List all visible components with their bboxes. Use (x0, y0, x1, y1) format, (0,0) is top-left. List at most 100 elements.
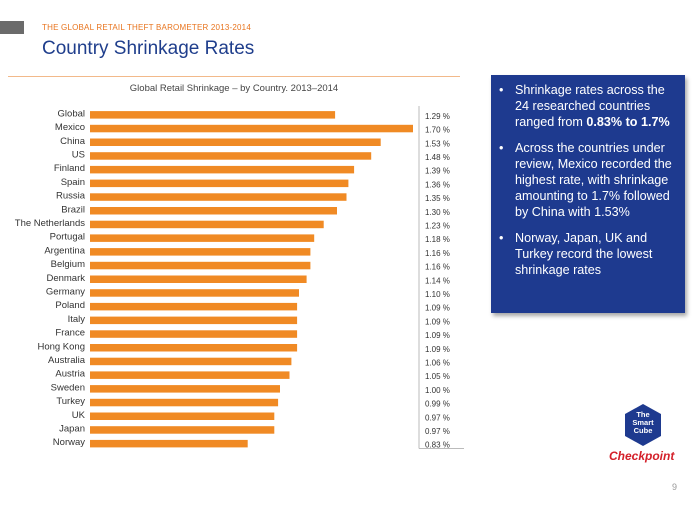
category-label: Japan (59, 423, 85, 434)
category-label: Turkey (56, 396, 85, 407)
bar-sweden (90, 385, 280, 393)
value-label: 1.48 % (425, 153, 450, 162)
value-label: 1.30 % (425, 208, 450, 217)
bullet-text: Across the countries under review, Mexic… (515, 141, 672, 219)
summary-bullet-2: • Across the countries under review, Mexi… (499, 140, 675, 220)
value-label: 1.16 % (425, 263, 450, 272)
value-label: 1.09 % (425, 304, 450, 313)
bullet-dot: • (499, 83, 504, 97)
bar-chart-svg: Global 1.29 % Mexico 1.70 % China 1.53 % US 1.4… (15, 106, 464, 450)
value-label: 1.70 % (425, 126, 450, 135)
value-label: 1.18 % (425, 235, 450, 244)
category-label: Brazil (61, 204, 85, 215)
category-label: Belgium (51, 259, 85, 270)
bar-argentina (90, 248, 311, 256)
logo-line: Smart (632, 418, 654, 427)
value-label: 1.14 % (425, 276, 450, 285)
logo-line: The (636, 410, 650, 419)
category-label: Finland (54, 163, 85, 174)
bar-germany (90, 289, 299, 297)
page-number: 9 (672, 482, 678, 492)
category-label: The Netherlands (15, 218, 85, 229)
value-label: 0.99 % (425, 400, 450, 409)
value-label: 1.05 % (425, 372, 450, 381)
bar-italy (90, 316, 298, 325)
bar-chart: Global 1.29 % Mexico 1.70 % China 1.53 % US 1.4… (8, 98, 464, 454)
category-label: France (55, 328, 85, 339)
value-label: 1.06 % (425, 358, 450, 367)
value-label: 1.10 % (425, 290, 450, 299)
bar-australia (90, 357, 292, 366)
category-label: US (72, 149, 85, 160)
category-label: Russia (56, 191, 86, 202)
summary-panel: • Shrinkage rates across the 24 researche… (491, 75, 685, 313)
value-label: 1.00 % (425, 386, 450, 395)
bullet-dot: • (499, 141, 504, 155)
category-label: Germany (46, 286, 85, 297)
bar-global (90, 111, 336, 119)
chart-title: Global Retail Shrinkage – by Country. 20… (129, 83, 339, 94)
category-label: Sweden (51, 382, 85, 393)
bar-japan (90, 426, 275, 434)
category-label: Denmark (46, 273, 85, 284)
bar-norway (90, 439, 248, 448)
bar-mexico (90, 124, 413, 133)
bar-the-netherlands (90, 220, 324, 229)
summary-bullet-1: • Shrinkage rates across the 24 researche… (499, 82, 675, 130)
bar-turkey (90, 398, 279, 407)
bar-spain (90, 179, 349, 188)
value-label: 1.23 % (425, 221, 450, 230)
category-label: Global (58, 108, 85, 119)
header-accent-bar (0, 21, 24, 34)
category-label: Poland (55, 300, 85, 311)
bar-china (90, 138, 381, 146)
value-label: 1.09 % (425, 317, 450, 326)
value-label: 0.97 % (425, 413, 450, 422)
bar-poland (90, 302, 298, 311)
bar-russia (90, 193, 347, 201)
bullet-text: Norway, Japan, UK and Turkey record the … (515, 231, 653, 277)
category-label: Spain (61, 177, 85, 188)
value-label: 1.53 % (425, 139, 450, 148)
category-label: Hong Kong (37, 341, 85, 352)
bar-denmark (90, 275, 307, 283)
category-label: UK (72, 410, 86, 421)
value-label: 1.09 % (425, 331, 450, 340)
bullet-text: Shrinkage rates across the 24 researched… (515, 83, 665, 129)
smart-cube-logo (625, 404, 661, 446)
category-label: Argentina (44, 245, 85, 256)
value-label: 0.83 % (425, 441, 450, 450)
checkpoint-logo: Checkpoint (609, 449, 675, 463)
bar-portugal (90, 234, 315, 242)
bar-france (90, 330, 298, 338)
bar-hong-kong (90, 344, 298, 352)
value-label: 1.29 % (425, 112, 450, 121)
category-label: China (60, 136, 86, 147)
bar-brazil (90, 207, 337, 215)
value-label: 1.09 % (425, 345, 450, 354)
bar-austria (90, 371, 290, 379)
summary-bullets: • Shrinkage rates across the 24 researche… (491, 75, 685, 278)
category-label: Italy (68, 314, 86, 325)
chart-top-rule (8, 76, 460, 77)
logo-line: Cube (633, 426, 653, 435)
bar-uk (90, 412, 275, 420)
bullet-bold: 0.83% to 1.7% (586, 115, 670, 129)
value-label: 1.39 % (425, 167, 450, 176)
header-kicker: THE GLOBAL RETAIL THEFT BAROMETER 2013-2… (42, 23, 251, 32)
category-label: Mexico (55, 122, 85, 133)
value-label: 1.16 % (425, 249, 450, 258)
category-label: Portugal (50, 232, 85, 243)
category-label: Norway (53, 437, 85, 448)
bar-finland (90, 165, 355, 174)
page-title: Country Shrinkage Rates (42, 38, 255, 59)
value-label: 1.36 % (425, 180, 450, 189)
bar-us (90, 152, 372, 160)
smart-cube-logo-text: The Smart Cube (625, 411, 661, 435)
category-label: Australia (48, 355, 86, 366)
category-label: Austria (55, 369, 85, 380)
summary-bullet-3: • Norway, Japan, UK and Turkey record the… (499, 230, 675, 278)
bar-belgium (90, 261, 311, 270)
bullet-dot: • (499, 231, 504, 245)
value-label: 1.35 % (425, 194, 450, 203)
